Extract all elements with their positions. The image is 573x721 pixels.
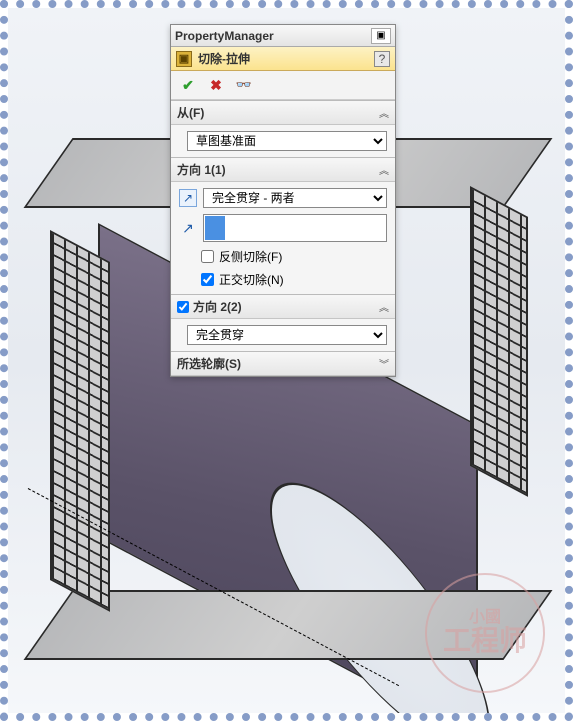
feature-cut-extrude-icon: ▣: [176, 51, 192, 67]
collapse-icon: ︽: [379, 105, 389, 120]
pin-button[interactable]: ▣: [371, 28, 391, 44]
from-dropdown[interactable]: 草图基准面: [187, 131, 387, 151]
section-direction2: 方向 2(2) ︽ 完全贯穿: [171, 294, 395, 351]
watermark-line1: 小國: [443, 609, 527, 627]
direction2-enable-checkbox[interactable]: [177, 301, 189, 313]
feature-name: 切除-拉伸: [198, 50, 368, 67]
help-icon[interactable]: ?: [374, 51, 390, 67]
flip-side-checkbox-row[interactable]: 反侧切除(F): [201, 248, 387, 265]
direction-selection-box[interactable]: [203, 214, 387, 242]
section-from-header[interactable]: 从(F) ︽: [171, 101, 395, 125]
end-condition-row: ↗ 完全贯穿 - 两者: [179, 188, 387, 208]
pm-toolbar: ✔ ✖ 👓: [171, 71, 395, 100]
section-direction1-header[interactable]: 方向 1(1) ︽: [171, 158, 395, 182]
section-contours-title: 所选轮廓(S): [177, 355, 241, 372]
section-direction2-title: 方向 2(2): [177, 298, 242, 315]
section-direction2-header[interactable]: 方向 2(2) ︽: [171, 295, 395, 319]
normal-cut-checkbox[interactable]: [201, 273, 214, 286]
ok-button[interactable]: ✔: [179, 76, 197, 94]
reverse-direction-icon[interactable]: ↗: [179, 189, 197, 207]
watermark: 小國 工程师: [425, 573, 545, 693]
section-from-body: 草图基准面: [171, 125, 395, 157]
flip-side-checkbox[interactable]: [201, 250, 214, 263]
section-contours-header[interactable]: 所选轮廓(S) ︾: [171, 352, 395, 376]
model-grid-right: [470, 186, 528, 497]
pm-titlebar: PropertyManager ▣: [171, 25, 395, 47]
section-from: 从(F) ︽ 草图基准面: [171, 100, 395, 157]
direction-arrow-icon[interactable]: ↗: [179, 219, 197, 237]
section-contours: 所选轮廓(S) ︾: [171, 351, 395, 376]
flip-side-label: 反侧切除(F): [219, 248, 282, 265]
section-direction1-title: 方向 1(1): [177, 161, 226, 178]
direction2-end-condition-dropdown[interactable]: 完全贯穿: [187, 325, 387, 345]
end-condition-dropdown[interactable]: 完全贯穿 - 两者: [203, 188, 387, 208]
collapse-icon: ︽: [379, 162, 389, 177]
selection-row: ↗: [179, 214, 387, 242]
section-direction1-body: ↗ 完全贯穿 - 两者 ↗ 反侧切除(F) 正交切除(N): [171, 182, 395, 294]
normal-cut-label: 正交切除(N): [219, 271, 284, 288]
normal-cut-checkbox-row[interactable]: 正交切除(N): [201, 271, 387, 288]
feature-header: ▣ 切除-拉伸 ?: [171, 47, 395, 71]
pm-title: PropertyManager: [175, 29, 274, 43]
watermark-line2: 工程师: [443, 626, 527, 657]
section-direction2-body: 完全贯穿: [171, 319, 395, 351]
property-manager-panel: PropertyManager ▣ ▣ 切除-拉伸 ? ✔ ✖ 👓 从(F) ︽…: [170, 24, 396, 377]
section-from-title: 从(F): [177, 104, 204, 121]
collapse-icon: ︽: [379, 299, 389, 314]
cancel-button[interactable]: ✖: [207, 76, 225, 94]
section-direction1: 方向 1(1) ︽ ↗ 完全贯穿 - 两者 ↗ 反侧切除(F): [171, 157, 395, 294]
expand-icon: ︾: [379, 356, 389, 371]
detailed-preview-button[interactable]: 👓: [235, 76, 253, 94]
model-grid-left: [50, 230, 110, 612]
selection-highlight: [205, 216, 225, 240]
direction2-title-text: 方向 2(2): [193, 298, 242, 315]
